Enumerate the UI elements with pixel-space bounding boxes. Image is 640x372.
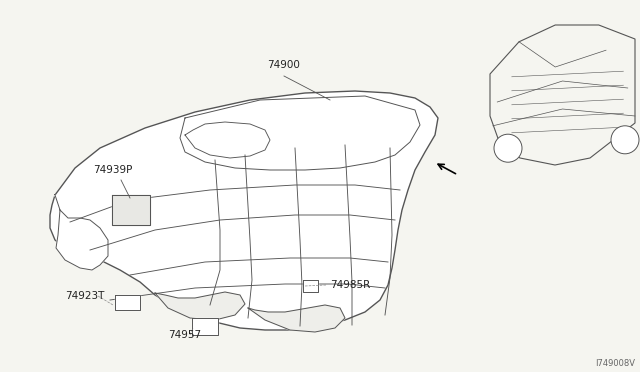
Polygon shape	[112, 195, 150, 225]
Circle shape	[494, 134, 522, 162]
Text: 74957: 74957	[168, 330, 201, 340]
Polygon shape	[192, 318, 218, 335]
Text: 74900: 74900	[268, 60, 300, 70]
Polygon shape	[303, 280, 318, 292]
Text: I749008V: I749008V	[595, 359, 635, 368]
Polygon shape	[248, 305, 345, 332]
Polygon shape	[185, 122, 270, 158]
Text: 74985R: 74985R	[330, 280, 371, 290]
Text: 74939P: 74939P	[93, 165, 132, 175]
Circle shape	[611, 126, 639, 154]
Polygon shape	[55, 195, 108, 270]
Polygon shape	[115, 295, 140, 310]
Polygon shape	[155, 292, 245, 320]
Text: 74923T: 74923T	[65, 291, 104, 301]
Polygon shape	[50, 91, 438, 330]
